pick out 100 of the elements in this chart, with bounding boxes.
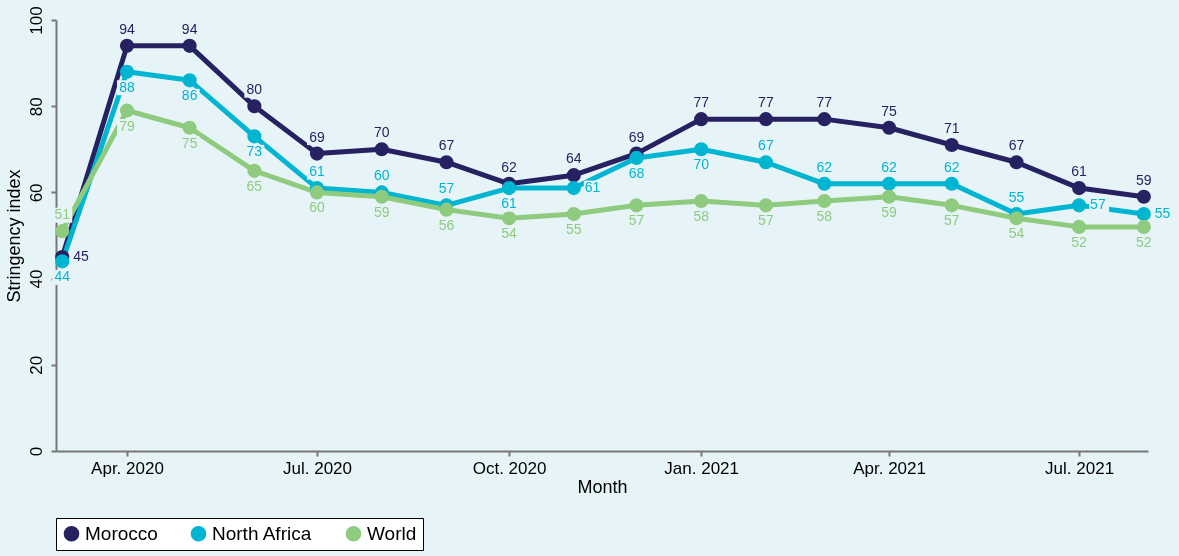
data-label: 71 bbox=[943, 119, 960, 136]
data-label: 62 bbox=[943, 158, 960, 175]
data-label: 61 bbox=[1071, 163, 1088, 180]
point bbox=[119, 38, 135, 53]
data-label: 79 bbox=[119, 117, 135, 134]
data-label: 57 bbox=[1090, 196, 1106, 213]
point bbox=[374, 142, 389, 157]
y-tick-label: 40 bbox=[26, 269, 46, 289]
legend-label: Morocco bbox=[85, 522, 158, 544]
point bbox=[55, 224, 70, 239]
point bbox=[1072, 219, 1087, 234]
data-label: 65 bbox=[246, 177, 263, 194]
data-label: 70 bbox=[373, 124, 390, 141]
data-label: 54 bbox=[1008, 225, 1025, 242]
point bbox=[566, 181, 581, 196]
data-label: 57 bbox=[758, 212, 774, 229]
data-label: 68 bbox=[628, 164, 645, 181]
data-label: 60 bbox=[373, 167, 390, 184]
data-label: 59 bbox=[373, 203, 390, 220]
point bbox=[1009, 211, 1024, 226]
point bbox=[817, 193, 832, 209]
data-label: 59 bbox=[1136, 171, 1152, 188]
point bbox=[944, 137, 959, 153]
point bbox=[566, 168, 581, 183]
data-label: 88 bbox=[119, 78, 135, 95]
data-label: 64 bbox=[566, 150, 582, 167]
point bbox=[309, 146, 325, 161]
point bbox=[566, 206, 581, 222]
point bbox=[439, 202, 454, 217]
data-label: 44 bbox=[54, 268, 71, 285]
point bbox=[247, 99, 262, 114]
data-label: 61 bbox=[584, 179, 601, 196]
point bbox=[882, 189, 897, 204]
point bbox=[758, 198, 773, 213]
data-label: 55 bbox=[1008, 188, 1025, 205]
point bbox=[182, 73, 197, 88]
point bbox=[629, 150, 644, 165]
data-label: 45 bbox=[73, 248, 90, 265]
data-label: 80 bbox=[246, 81, 263, 98]
data-label: 69 bbox=[628, 128, 645, 145]
data-label: 58 bbox=[693, 208, 710, 225]
data-label: 75 bbox=[181, 134, 198, 151]
point bbox=[1072, 198, 1087, 213]
point bbox=[882, 120, 897, 135]
x-tick-label: Jul. 2020 bbox=[282, 458, 352, 478]
point bbox=[694, 112, 709, 127]
data-label: 62 bbox=[501, 158, 518, 175]
point bbox=[55, 254, 70, 269]
data-label: 59 bbox=[881, 203, 898, 220]
point bbox=[374, 189, 389, 204]
x-tick-label: Apr. 2020 bbox=[91, 458, 164, 478]
data-label: 73 bbox=[246, 143, 263, 160]
point bbox=[119, 64, 135, 79]
point bbox=[182, 38, 197, 53]
data-label: 62 bbox=[816, 158, 833, 175]
data-label: 86 bbox=[181, 87, 198, 104]
point bbox=[1136, 219, 1151, 234]
data-label: 57 bbox=[943, 212, 960, 229]
data-label: 77 bbox=[758, 94, 774, 111]
data-label: 58 bbox=[816, 208, 833, 225]
x-axis-title: Month bbox=[577, 476, 628, 497]
point bbox=[1136, 189, 1151, 204]
data-label: 67 bbox=[1008, 137, 1025, 154]
x-tick-label: Jul. 2021 bbox=[1045, 458, 1115, 478]
x-tick-label: Apr. 2021 bbox=[853, 458, 926, 478]
point bbox=[758, 155, 773, 170]
point bbox=[502, 211, 517, 226]
data-label: 67 bbox=[438, 137, 455, 154]
x-tick-label: Oct. 2020 bbox=[472, 458, 547, 478]
point bbox=[944, 176, 959, 191]
point bbox=[817, 176, 832, 191]
data-label: 56 bbox=[438, 216, 455, 233]
legend-label: World bbox=[367, 522, 417, 544]
data-label: 62 bbox=[881, 158, 898, 175]
point bbox=[817, 112, 832, 127]
point bbox=[247, 163, 262, 178]
data-label: 60 bbox=[309, 199, 325, 216]
point bbox=[758, 112, 773, 127]
data-label: 70 bbox=[693, 156, 710, 173]
point bbox=[182, 120, 197, 135]
point bbox=[502, 181, 517, 196]
data-label: 57 bbox=[438, 180, 455, 197]
point bbox=[247, 129, 262, 144]
y-tick-label: 60 bbox=[26, 183, 46, 203]
point bbox=[1009, 155, 1024, 170]
data-label: 54 bbox=[501, 225, 518, 242]
data-label: 52 bbox=[1071, 233, 1088, 250]
x-tick-label: Jan. 2021 bbox=[664, 458, 740, 478]
y-tick-label: 20 bbox=[26, 355, 46, 375]
data-label: 55 bbox=[1154, 204, 1171, 221]
point bbox=[309, 185, 325, 200]
point bbox=[1136, 206, 1151, 222]
y-tick-label: 0 bbox=[26, 446, 46, 457]
data-label: 57 bbox=[628, 212, 645, 229]
data-label: 94 bbox=[119, 20, 135, 37]
point bbox=[439, 155, 454, 170]
data-label: 77 bbox=[693, 94, 710, 111]
data-label: 52 bbox=[1136, 233, 1152, 250]
point bbox=[694, 142, 709, 157]
data-label: 61 bbox=[309, 163, 325, 180]
